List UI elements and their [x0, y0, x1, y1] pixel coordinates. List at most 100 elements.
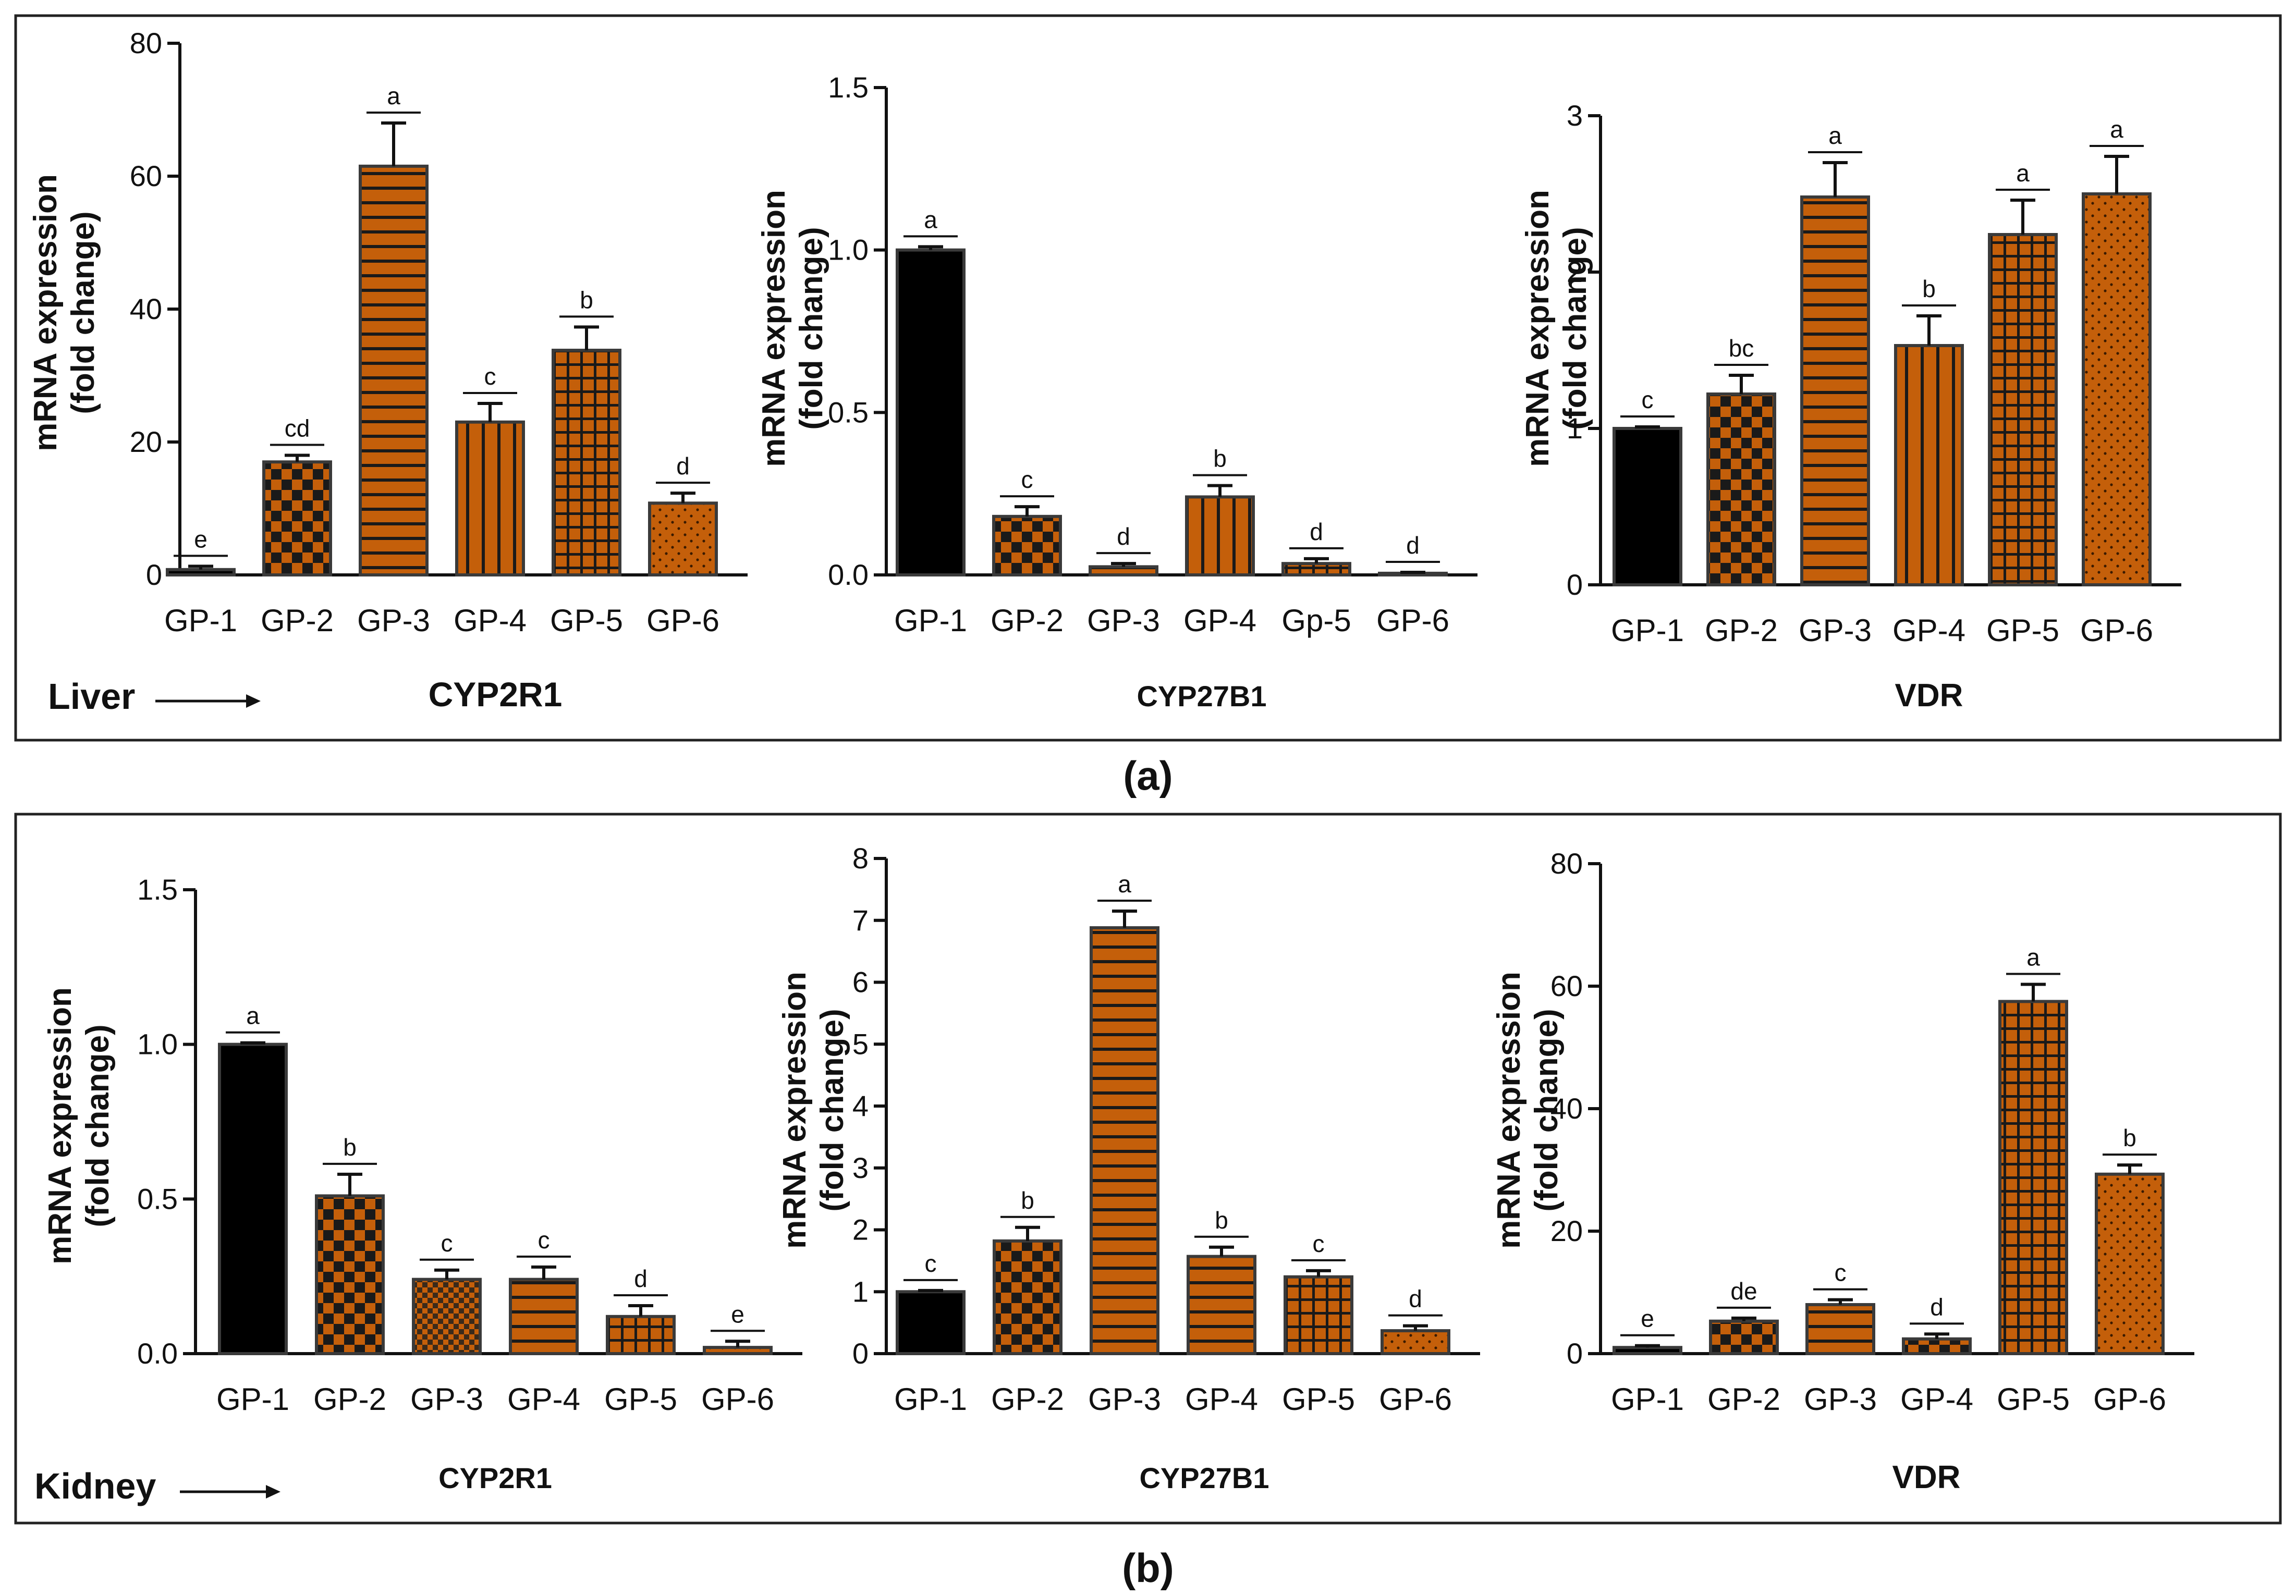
- y-tick-label: 0: [146, 558, 162, 591]
- bar-gp-6: [648, 501, 718, 576]
- y-axis-label-line-2: (fold change): [65, 211, 101, 414]
- y-axis-label: mRNA expression(fold change): [1520, 190, 1593, 467]
- significance-letter: d: [1409, 1285, 1422, 1312]
- bar-gp-4: [1185, 495, 1255, 577]
- x-tick-label: GP-4: [507, 1382, 580, 1417]
- significance-letter: b: [2123, 1124, 2136, 1151]
- x-tick-label: GP-1: [164, 603, 237, 638]
- bar-gp-6: [1381, 1329, 1450, 1355]
- x-tick-label: Gp-5: [1281, 603, 1351, 638]
- y-axis-label-line-1: mRNA expression: [1491, 972, 1527, 1249]
- significance-letter: b: [1215, 1207, 1228, 1234]
- bar-gp-4: [1894, 344, 1964, 586]
- y-axis-label-line-1: mRNA expression: [756, 190, 792, 467]
- significance-letter: c: [1313, 1230, 1325, 1257]
- bar-gp-5: [1284, 1275, 1353, 1355]
- y-axis-label-line-2: (fold change): [1529, 1009, 1565, 1211]
- bar-gp-5: [606, 1315, 676, 1356]
- bar-gp-4: [1902, 1337, 1972, 1356]
- bar-gp-5: [552, 349, 621, 576]
- bar-gp-5: [1281, 562, 1351, 577]
- chart-0-liver-cyp2r1: 0 20 40 60 80 mRNA expression(fold change) e GP…: [28, 27, 748, 714]
- x-tick-label: GP-3: [357, 603, 430, 638]
- y-tick-label: 8: [852, 842, 869, 875]
- bar-gp-2: [992, 514, 1062, 576]
- bar-gp-3: [1800, 195, 1870, 586]
- significance-letter: d: [676, 452, 690, 480]
- x-tick-label: GP-2: [991, 603, 1064, 638]
- y-axis-label-line-2: (fold change): [793, 227, 829, 429]
- significance-letter: b: [1021, 1187, 1034, 1214]
- y-tick-label: 0.0: [137, 1337, 178, 1370]
- bar-gp-6: [2082, 192, 2152, 586]
- y-axis-label: mRNA expression(fold change): [1491, 972, 1565, 1249]
- significance-letter: c: [441, 1230, 453, 1257]
- x-tick-label: GP-5: [604, 1382, 677, 1417]
- x-tick-label: GP-6: [2093, 1382, 2166, 1417]
- significance-letter: c: [538, 1226, 550, 1254]
- tissue-label-kidney: Kidney: [34, 1466, 156, 1506]
- y-axis-label-line-2: (fold change): [1557, 227, 1593, 429]
- y-tick-label: 0.5: [137, 1182, 178, 1215]
- chart-2-liver-vdr: 0 1 2 3 mRNA expression(fold change) c GP-1 bc G…: [1520, 99, 2181, 714]
- bar-gp-1: [1613, 427, 1682, 586]
- significance-letter: d: [1930, 1293, 1944, 1320]
- significance-letter: a: [387, 82, 400, 109]
- y-tick-label: 80: [130, 27, 162, 59]
- x-tick-label: GP-2: [991, 1382, 1064, 1417]
- bar-gp-6: [2095, 1172, 2165, 1356]
- y-tick-label: 2: [852, 1213, 869, 1246]
- significance-letter: a: [246, 1002, 260, 1029]
- y-tick-label: 1.5: [137, 873, 178, 906]
- chart-title: VDR: [1895, 678, 1963, 714]
- y-tick-label: 60: [130, 159, 162, 192]
- significance-letter: a: [924, 206, 937, 233]
- y-tick-label: 20: [130, 425, 162, 458]
- y-axis-label: mRNA expression(fold change): [28, 174, 101, 451]
- chart-4-kidney-cyp27b1: 0 1 2 3 4 5 6 7 8 mRNA expression(fold change) c GP…: [777, 842, 1480, 1494]
- significance-letter: bc: [1729, 335, 1754, 362]
- y-tick-label: 0: [1567, 1337, 1583, 1370]
- bar-gp-3: [359, 164, 429, 576]
- tissue-arrow-liver: [155, 694, 261, 708]
- significance-letter: c: [1642, 386, 1654, 413]
- x-tick-label: GP-4: [1900, 1382, 1973, 1417]
- bar-gp-4: [509, 1278, 579, 1356]
- bar-gp-2: [1709, 1319, 1779, 1356]
- y-tick-label: 1.5: [828, 71, 869, 104]
- bar-gp-2: [262, 460, 332, 576]
- x-tick-label: GP-6: [701, 1382, 774, 1417]
- significance-letter: e: [1641, 1305, 1654, 1332]
- tissue-label-liver: Liver: [48, 676, 135, 717]
- chart-title: CYP27B1: [1139, 1462, 1269, 1494]
- x-tick-label: GP-4: [1183, 603, 1256, 638]
- bar-gp-2: [1706, 392, 1776, 586]
- y-tick-label: 1.0: [828, 234, 869, 266]
- bar-gp-1: [218, 1042, 288, 1355]
- y-tick-label: 40: [1550, 1092, 1583, 1125]
- y-tick-label: 3: [852, 1151, 869, 1184]
- bar-gp-3: [412, 1278, 482, 1356]
- y-tick-label: 0: [852, 1337, 869, 1370]
- y-tick-label: 80: [1550, 847, 1583, 880]
- x-tick-label: GP-3: [1087, 603, 1160, 638]
- tissue-arrow-kidney: [180, 1485, 280, 1499]
- chart-title: CYP27B1: [1137, 680, 1266, 713]
- x-tick-label: GP-6: [1379, 1382, 1452, 1417]
- y-tick-label: 0.0: [828, 558, 869, 591]
- significance-letter: b: [1213, 445, 1227, 472]
- x-tick-label: GP-4: [1185, 1382, 1258, 1417]
- bar-gp-5: [1988, 233, 2058, 586]
- x-tick-label: GP-5: [1997, 1382, 2070, 1417]
- panel-caption-a: (a): [1123, 753, 1173, 799]
- significance-letter: a: [2110, 116, 2123, 143]
- x-tick-label: GP-2: [261, 603, 334, 638]
- bar-gp-2: [993, 1239, 1062, 1355]
- significance-letter: de: [1730, 1278, 1757, 1305]
- y-axis-label-line-1: mRNA expression: [777, 972, 813, 1249]
- chart-title: VDR: [1892, 1459, 1961, 1495]
- x-tick-label: GP-6: [646, 603, 719, 638]
- y-tick-label: 3: [1567, 99, 1583, 132]
- significance-letter: d: [1406, 532, 1420, 559]
